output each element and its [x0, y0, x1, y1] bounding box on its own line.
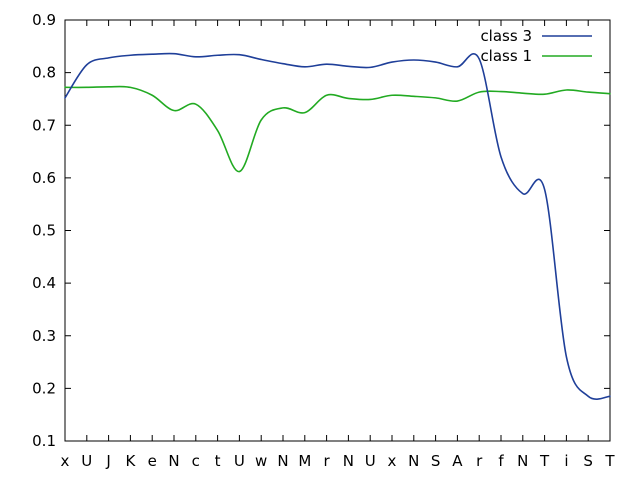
y-tick-label: 0.4: [32, 274, 56, 292]
y-tick-label: 0.5: [32, 222, 56, 240]
y-tick-label: 0.6: [32, 169, 56, 187]
x-tick-label: A: [452, 452, 463, 470]
x-tick-label: J: [105, 452, 110, 470]
x-tick-label: T: [604, 452, 615, 470]
x-tick-label: N: [517, 452, 528, 470]
series-line-class-3: [64, 52, 611, 400]
plot-area-border: [64, 19, 611, 442]
x-tick-label: N: [168, 452, 179, 470]
x-tick-label: i: [564, 452, 568, 470]
x-tick-label: r: [476, 452, 483, 470]
x-tick-label: x: [388, 452, 397, 470]
y-tick-label: 0.9: [32, 11, 56, 29]
x-tick-label: e: [148, 452, 157, 470]
legend-label-class-1: class 1: [480, 47, 532, 65]
x-tick-label: T: [539, 452, 550, 470]
x-tick-label: U: [234, 452, 245, 470]
x-tick-label: c: [192, 452, 200, 470]
legend-label-class-3: class 3: [480, 27, 532, 45]
x-tick-label: w: [255, 452, 267, 470]
y-tick-label: 0.7: [32, 116, 56, 134]
series-line-class-1: [64, 85, 611, 173]
y-tick-label: 0.3: [32, 327, 56, 345]
y-tick-label: 0.2: [32, 379, 56, 397]
x-tick-label: N: [408, 452, 419, 470]
x-tick-label: S: [431, 452, 441, 470]
x-tick-label: U: [365, 452, 376, 470]
x-tick-label: x: [61, 452, 70, 470]
x-tick-label: t: [215, 452, 221, 470]
x-tick-label: M: [298, 452, 311, 470]
x-tick-label: K: [125, 452, 136, 470]
x-tick-label: f: [498, 452, 504, 470]
y-tick-label: 0.1: [32, 432, 56, 450]
x-tick-label: r: [324, 452, 331, 470]
x-tick-label: N: [343, 452, 354, 470]
x-tick-label: U: [81, 452, 92, 470]
x-tick-label: S: [583, 452, 593, 470]
y-tick-label: 0.8: [32, 64, 56, 82]
x-tick-label: N: [277, 452, 288, 470]
